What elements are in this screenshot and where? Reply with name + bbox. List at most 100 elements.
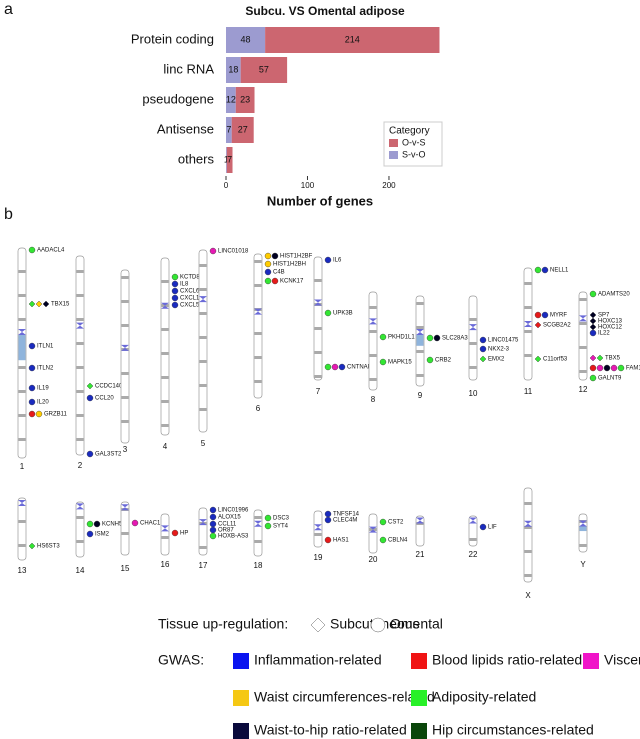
gene-label: CCDC140 bbox=[95, 384, 123, 390]
gene-label: TNFSF14 bbox=[333, 512, 360, 518]
centromere bbox=[524, 520, 532, 527]
band bbox=[199, 546, 207, 549]
legend-symbol bbox=[310, 617, 326, 633]
chromosome bbox=[75, 255, 85, 456]
gene-marker bbox=[209, 513, 217, 521]
band bbox=[161, 352, 169, 355]
gene-label: LINC01996 bbox=[218, 508, 249, 514]
centromere bbox=[254, 308, 262, 315]
chromosome-label: 11 bbox=[524, 387, 533, 396]
chromosome-label: 19 bbox=[314, 553, 323, 562]
chromosome-label: 5 bbox=[201, 439, 206, 448]
legend-title: Tissue up-regulation: bbox=[158, 616, 288, 632]
band bbox=[524, 574, 532, 577]
gene-label: HIST1H2BH bbox=[273, 262, 306, 268]
gene-marker bbox=[479, 336, 487, 344]
legend-swatch bbox=[583, 653, 599, 669]
gene-label: NKX2-3 bbox=[488, 347, 510, 353]
chromosome bbox=[368, 513, 378, 554]
gene-label: FAM101A bbox=[626, 366, 640, 372]
centromere bbox=[369, 318, 377, 325]
value-label: 7 bbox=[227, 154, 232, 164]
gene-label: IL6 bbox=[333, 258, 342, 264]
chromosome bbox=[17, 497, 27, 561]
band bbox=[254, 284, 262, 287]
gene-marker bbox=[426, 356, 434, 364]
band bbox=[161, 280, 169, 283]
gene-label: HOXC13 bbox=[598, 319, 623, 325]
gene-label: EMX2 bbox=[488, 357, 505, 363]
gene-label: LINC01475 bbox=[488, 338, 519, 344]
gene-label: GRZB11 bbox=[44, 412, 68, 418]
gene-marker bbox=[264, 514, 272, 522]
gene-marker bbox=[589, 329, 597, 337]
gene-marker bbox=[264, 268, 272, 276]
legend-swatch bbox=[389, 139, 398, 147]
chromosome bbox=[120, 269, 130, 444]
band bbox=[76, 390, 84, 393]
gene-label: LINC01018 bbox=[218, 249, 249, 255]
band bbox=[524, 526, 532, 529]
band bbox=[469, 318, 477, 321]
centromere bbox=[76, 503, 84, 510]
band bbox=[579, 346, 587, 349]
band bbox=[524, 550, 532, 553]
gene-marker bbox=[534, 266, 542, 274]
gene-label: DSC3 bbox=[273, 516, 290, 522]
gene-marker bbox=[209, 520, 217, 528]
gene-label: CLEC4M bbox=[333, 518, 357, 524]
centromere bbox=[314, 299, 322, 306]
legend-swatch bbox=[411, 723, 427, 739]
band bbox=[121, 276, 129, 279]
chromosome-label: X bbox=[525, 591, 531, 600]
gene-label: ITLN2 bbox=[37, 366, 54, 372]
chromosome bbox=[253, 253, 263, 399]
band bbox=[524, 330, 532, 333]
band bbox=[161, 400, 169, 403]
chromosome-label: 18 bbox=[254, 561, 263, 570]
chromosome bbox=[523, 487, 533, 583]
band bbox=[254, 260, 262, 263]
bar-segment bbox=[240, 57, 288, 83]
band bbox=[314, 327, 322, 330]
gene-label: IL22 bbox=[598, 331, 610, 337]
gene-marker bbox=[589, 364, 597, 372]
gene-marker bbox=[264, 260, 272, 268]
gene-label: CBLN4 bbox=[388, 538, 408, 544]
band bbox=[18, 414, 26, 417]
bar-segment bbox=[226, 27, 266, 53]
gene-marker bbox=[131, 519, 139, 527]
gene-marker bbox=[86, 394, 94, 402]
band bbox=[76, 318, 84, 321]
band bbox=[254, 356, 262, 359]
band bbox=[161, 536, 169, 539]
gene-label: SP7 bbox=[598, 313, 610, 319]
gene-marker bbox=[324, 516, 332, 524]
gene-label: ADAMTS20 bbox=[598, 292, 630, 298]
gene-marker bbox=[534, 321, 542, 329]
gene-label: IL19 bbox=[37, 386, 49, 392]
chromosome bbox=[160, 513, 170, 556]
band bbox=[314, 279, 322, 282]
gene-marker bbox=[171, 273, 179, 281]
band bbox=[524, 306, 532, 309]
band bbox=[314, 375, 322, 378]
gene-marker bbox=[589, 290, 597, 298]
band bbox=[76, 438, 84, 441]
gene-marker bbox=[28, 384, 36, 392]
band bbox=[579, 322, 587, 325]
band bbox=[199, 408, 207, 411]
gene-label: CXCL6 bbox=[180, 289, 200, 295]
gene-marker bbox=[589, 354, 597, 362]
gene-label: ISM2 bbox=[95, 532, 110, 538]
legend-swatch bbox=[233, 690, 249, 706]
band bbox=[161, 376, 169, 379]
chromosome-label: 15 bbox=[121, 564, 130, 573]
centromere bbox=[579, 520, 587, 527]
gene-label: IL8 bbox=[180, 282, 189, 288]
gene-marker bbox=[171, 301, 179, 309]
gene-marker bbox=[28, 300, 36, 308]
gene-marker bbox=[379, 358, 387, 366]
chromosome bbox=[578, 513, 588, 553]
